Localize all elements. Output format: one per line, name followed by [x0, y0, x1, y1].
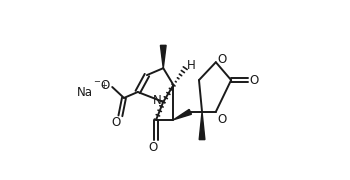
Text: O: O [149, 141, 158, 154]
Text: $^{-}$O: $^{-}$O [93, 79, 111, 92]
Polygon shape [174, 109, 191, 120]
Polygon shape [199, 112, 205, 140]
Text: O: O [218, 53, 227, 66]
Text: O: O [218, 113, 227, 126]
Polygon shape [160, 45, 166, 68]
Text: O: O [250, 74, 259, 87]
Text: Na: Na [77, 86, 93, 100]
Text: H: H [187, 59, 195, 72]
Text: +: + [100, 81, 107, 90]
Text: O: O [111, 116, 120, 129]
Text: N: N [153, 94, 161, 107]
